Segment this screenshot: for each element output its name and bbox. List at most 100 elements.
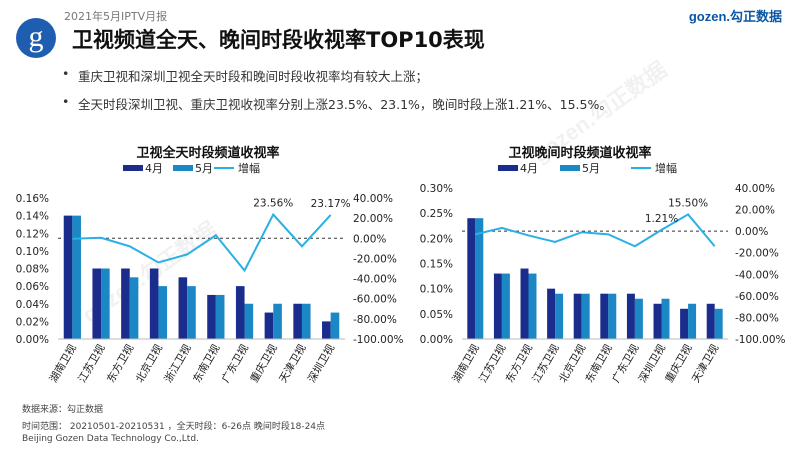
y-tick-label: 0.00% [16,334,49,346]
x-tick-label: 浙江卫视 [161,342,194,385]
x-tick-label: 湖南卫视 [47,342,80,385]
bar [680,308,689,339]
bar [264,312,274,339]
bar [149,268,159,339]
y2-tick-label: 0.00% [735,226,768,238]
legend-label: 增幅 [655,161,677,175]
bar [573,293,582,339]
legend-swatch [498,165,518,171]
data-source-note: 数据来源：勾正数据 [22,405,104,415]
bar [634,298,643,339]
y2-tick-label: -80.00% [735,312,779,324]
y-tick-label: 0.04% [16,299,49,311]
bar [706,303,715,339]
bar [547,288,556,339]
bar [714,308,723,339]
legend-label: 5月 [195,162,213,175]
bar [555,293,564,339]
summary-bullet: 重庆卫视和深圳卫视全天时段和晚间时段收视率均有较大上涨； [62,66,612,85]
bar [501,273,510,339]
data-label: 23.56% [253,198,293,210]
bar [467,218,476,339]
summary-bullets: 重庆卫视和深圳卫视全天时段和晚间时段收视率均有较大上涨； 全天时段深圳卫视、重庆… [62,66,612,122]
y2-tick-label: -100.00% [735,334,786,346]
y-tick-label: 0.10% [16,246,49,258]
growth-line [475,213,716,248]
y-tick-label: 0.30% [420,183,453,195]
data-label: 1.21% [645,213,678,225]
chart-title: 卫视全天时段频道收视率 [136,145,279,161]
company-name: Beijing Gozen Data Technology Co.,Ltd. [22,434,199,444]
time-range-note: 时间范围： 20210501-20210531 ，全天时段：6-26点 晚间时段… [22,422,326,432]
y2-tick-label: 40.00% [353,193,393,205]
bar [600,293,609,339]
x-tick-label: 北京卫视 [133,342,166,385]
legend-swatch [560,165,580,171]
y-tick-label: 0.12% [16,228,49,240]
y2-tick-label: 20.00% [735,205,775,217]
y-tick-label: 0.14% [16,211,49,223]
legend-label: 4月 [145,162,163,175]
legend-label: 5月 [582,162,600,175]
bar [528,273,537,339]
y2-tick-label: -40.00% [353,274,397,286]
bar [293,303,302,339]
y-tick-label: 0.06% [16,281,49,293]
y-tick-label: 0.15% [420,259,453,271]
y-tick-label: 0.00% [420,334,453,346]
bar [520,268,529,339]
y2-tick-label: 40.00% [735,183,775,195]
y2-tick-label: -20.00% [735,248,779,260]
bar [273,303,282,339]
x-tick-label: 天津卫视 [276,342,309,385]
y-tick-label: 0.05% [420,309,453,321]
y-tick-label: 0.02% [16,316,49,328]
legend-label: 增幅 [238,161,260,175]
data-label: 23.17% [311,198,351,210]
bar [626,293,635,339]
bar [92,268,102,339]
bar [207,294,216,339]
bar [101,268,110,339]
bar [178,277,188,339]
x-tick-label: 东方卫视 [104,342,137,385]
bar [330,312,340,339]
summary-bullet: 全天时段深圳卫视、重庆卫视收视率分别上涨23.5%、23.1%，晚间时段上涨1.… [62,94,612,113]
y2-tick-label: -100.00% [353,334,404,346]
bar [493,273,502,339]
y2-tick-label: -60.00% [735,291,779,303]
y2-tick-label: -80.00% [353,314,397,326]
y2-tick-label: -40.00% [735,269,779,281]
bar [121,268,130,339]
bar [235,286,245,339]
chart-title: 卫视晚间时段频道收视率 [508,145,651,161]
x-tick-label: 深圳卫视 [305,342,338,385]
y-tick-label: 0.10% [420,284,453,296]
gozen-logo-icon: g [16,18,56,58]
y2-tick-label: -20.00% [353,253,397,265]
bar [158,286,168,339]
bar [608,293,617,339]
bar [215,294,225,339]
y-tick-label: 0.16% [16,193,49,205]
legend-label: 4月 [520,162,538,175]
bar [129,277,139,339]
y-tick-label: 0.08% [16,264,49,276]
x-tick-label: 江苏卫视 [75,342,108,385]
bar [301,303,311,339]
bar [475,218,484,339]
x-tick-label: 广东卫视 [219,342,252,385]
bar [63,215,73,339]
y-tick-label: 0.25% [420,208,453,220]
y-tick-label: 0.20% [420,233,453,245]
page-title: 卫视频道全天、晚间时段收视率TOP10表现 [72,28,485,52]
y2-tick-label: 0.00% [353,233,386,245]
x-tick-label: 重庆卫视 [248,342,281,385]
bar [581,293,590,339]
brand-logo: gozen.勾正数据 [688,9,782,24]
bar [322,321,331,339]
legend-swatch [173,165,193,171]
x-tick-label: 东南卫视 [190,342,223,385]
legend-swatch [123,165,143,171]
